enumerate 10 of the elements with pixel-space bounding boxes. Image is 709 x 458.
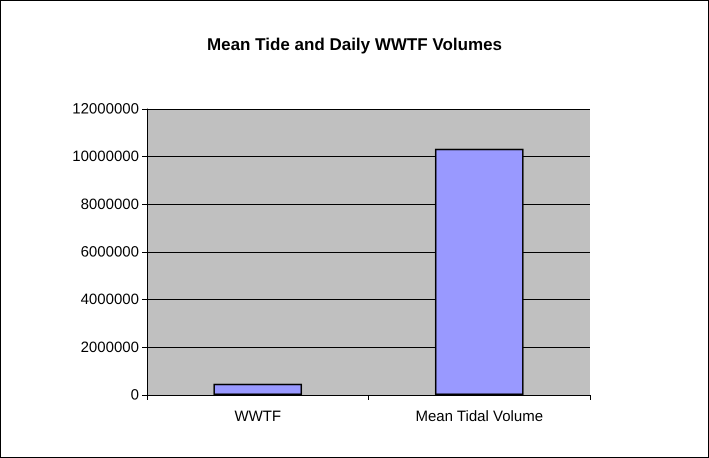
y-tick-label: 10000000 <box>72 148 139 166</box>
y-tick-label: 0 <box>130 386 139 404</box>
x-tick-label: WWTF <box>234 408 282 425</box>
chart-title: Mean Tide and Daily WWTF Volumes <box>206 35 502 54</box>
y-tick-label: 12000000 <box>72 100 139 118</box>
y-tick-label: 2000000 <box>80 338 139 356</box>
x-tick-label: Mean Tidal Volume <box>415 408 544 425</box>
y-tick-label: 8000000 <box>80 196 139 213</box>
y-tick-label: 6000000 <box>80 244 139 260</box>
y-tick-label: 4000000 <box>80 291 139 308</box>
